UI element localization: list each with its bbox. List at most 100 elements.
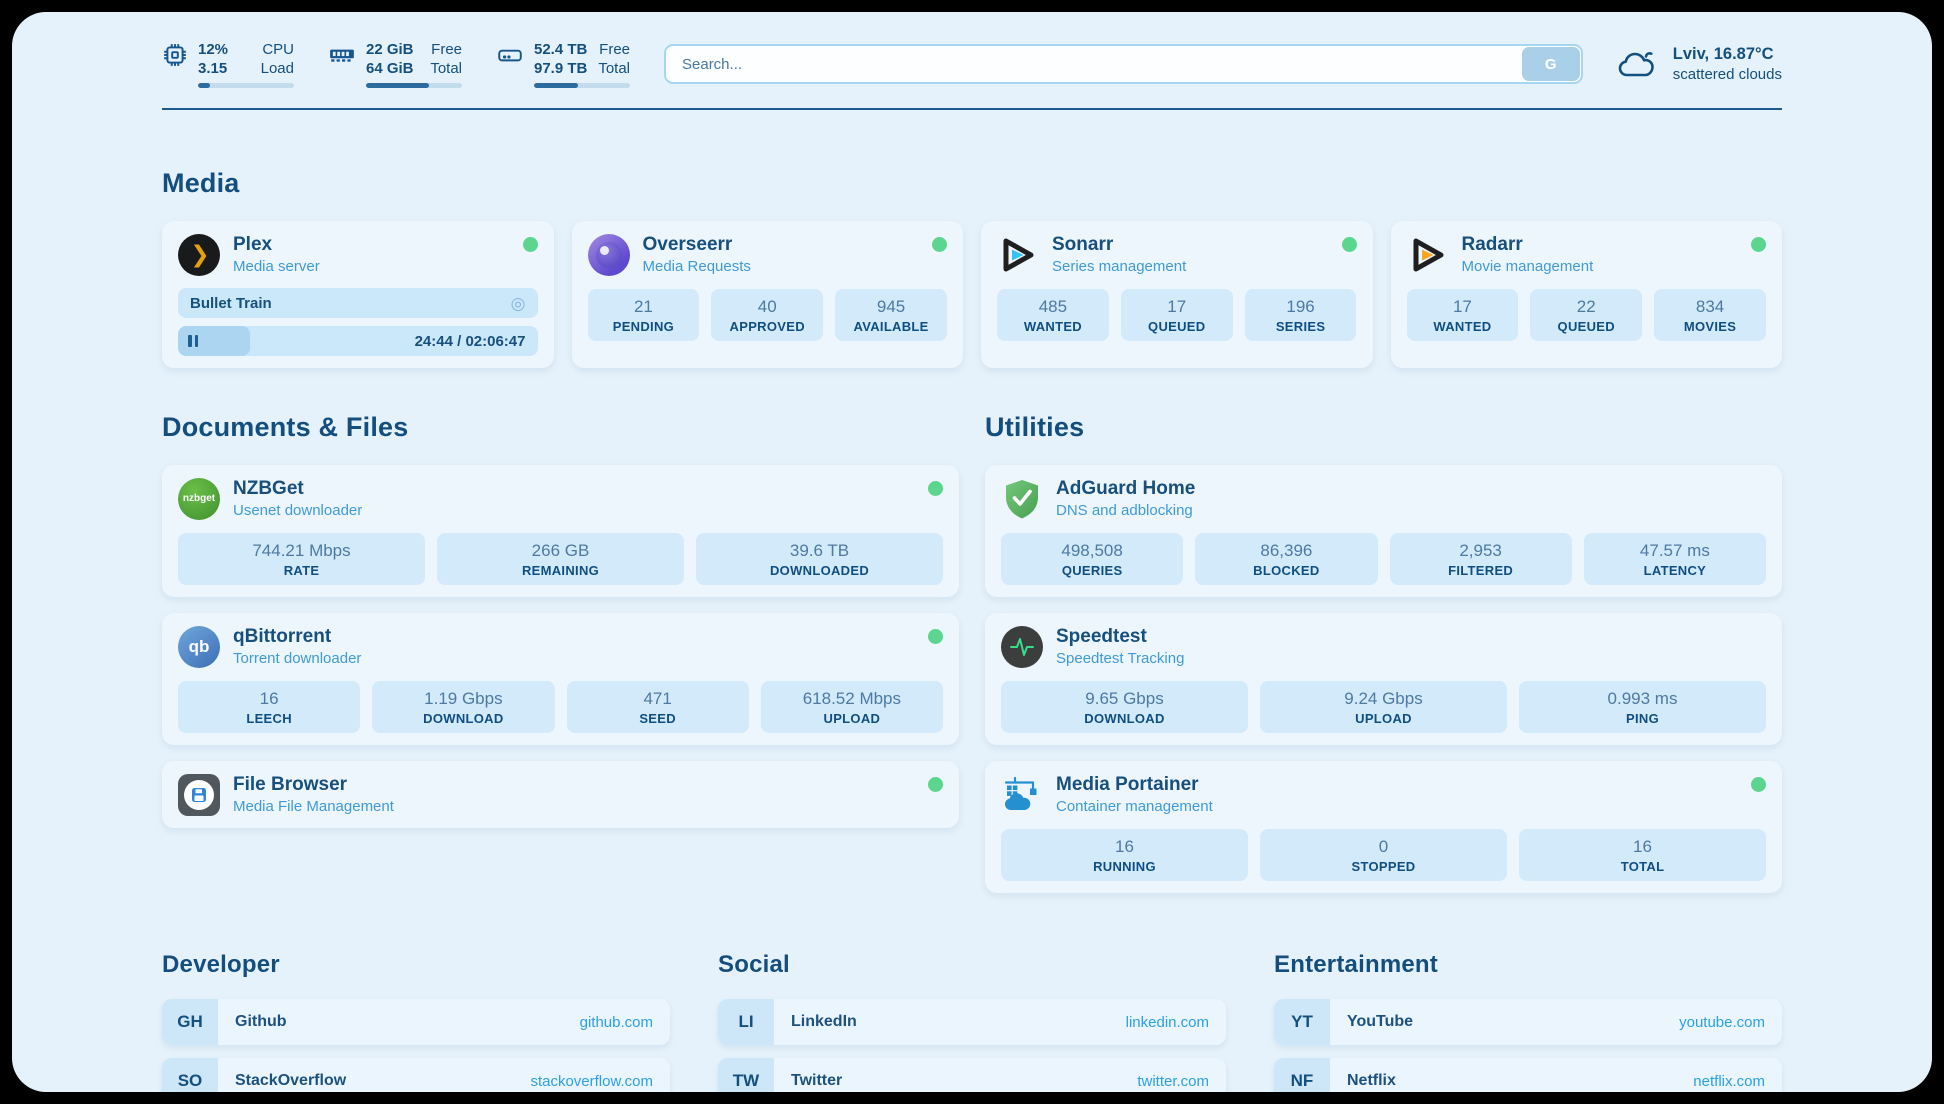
weather-condition: scattered clouds xyxy=(1672,65,1782,83)
disk-total: 97.9 TB xyxy=(534,60,588,77)
sonarr-stat-wanted: 485 WANTED xyxy=(997,289,1109,341)
plex-playback-progress[interactable]: 24:44 / 02:06:47 xyxy=(178,326,538,356)
social-section-title: Social xyxy=(718,951,790,978)
media-section-title: Media xyxy=(162,168,240,198)
cloud-icon xyxy=(1617,47,1661,81)
section-social: Social LI LinkedIn linkedin.com TW Twitt… xyxy=(718,951,1226,1092)
adguard-stat-latency: 47.57 ms LATENCY xyxy=(1583,533,1766,585)
twitter-abbr-badge: TW xyxy=(718,1058,774,1092)
link-github[interactable]: GH Github github.com xyxy=(162,999,670,1045)
ram-widget: 22 GiB Free 64 GiB Total xyxy=(328,40,462,88)
now-playing-title: Bullet Train xyxy=(190,294,272,312)
disk-free: 52.4 TB xyxy=(534,41,588,58)
section-developer: Developer GH Github github.com SO StackO… xyxy=(162,951,670,1092)
portainer-name: Media Portainer xyxy=(1056,774,1199,795)
portainer-stat-total: 16 TOTAL xyxy=(1519,829,1766,881)
cpu-label-bottom: Load xyxy=(260,60,294,77)
ram-free: 22 GiB xyxy=(366,41,414,58)
card-speedtest[interactable]: Speedtest Speedtest Tracking 9.65 Gbps D… xyxy=(985,613,1782,745)
netflix-abbr-badge: NF xyxy=(1274,1058,1330,1092)
card-portainer[interactable]: Media Portainer Container management 16 … xyxy=(985,761,1782,893)
sonarr-desc: Series management xyxy=(1052,258,1187,275)
stackoverflow-abbr-badge: SO xyxy=(162,1058,218,1092)
overseerr-stat-available: 945 AVAILABLE xyxy=(835,289,947,341)
sonarr-name: Sonarr xyxy=(1052,234,1114,255)
link-linkedin[interactable]: LI LinkedIn linkedin.com xyxy=(718,999,1226,1045)
adguard-name: AdGuard Home xyxy=(1056,478,1196,499)
cpu-widget: 12% CPU 3.15 Load xyxy=(162,40,294,88)
disk-label-bottom: Total xyxy=(598,60,630,77)
card-filebrowser[interactable]: File Browser Media File Management xyxy=(162,761,959,828)
card-adguard[interactable]: AdGuard Home DNS and adblocking 498,508 … xyxy=(985,465,1782,597)
filebrowser-name: File Browser xyxy=(233,774,348,795)
disk-progress-track xyxy=(534,83,630,88)
section-utilities: Utilities xyxy=(985,412,1782,893)
link-youtube[interactable]: YT YouTube youtube.com xyxy=(1274,999,1782,1045)
portainer-status-dot xyxy=(1751,777,1766,792)
overseerr-status-dot xyxy=(932,237,947,252)
weather-widget: Lviv, 16.87°C scattered clouds xyxy=(1617,44,1782,85)
dashboard-panel: 12% CPU 3.15 Load xyxy=(12,12,1932,1092)
developer-section-title: Developer xyxy=(162,951,280,978)
nzbget-desc: Usenet downloader xyxy=(233,502,363,519)
topbar-divider xyxy=(162,108,1782,110)
link-stackoverflow[interactable]: SO StackOverflow stackoverflow.com xyxy=(162,1058,670,1092)
sonarr-icon xyxy=(997,234,1039,276)
radarr-desc: Movie management xyxy=(1461,258,1594,275)
plex-icon: ❯ xyxy=(178,233,220,276)
linkedin-abbr-badge: LI xyxy=(718,999,774,1045)
radarr-name: Radarr xyxy=(1461,234,1523,255)
plex-chevron-glyph: ❯ xyxy=(190,241,210,267)
weather-location: Lviv, 16.87°C xyxy=(1672,44,1774,63)
plex-desc: Media server xyxy=(233,258,320,275)
nzbget-stat-rate: 744.21 Mbps RATE xyxy=(178,533,425,585)
adguard-stat-blocked: 86,396 BLOCKED xyxy=(1195,533,1378,585)
radarr-stat-movies: 834 MOVIES xyxy=(1654,289,1766,341)
documents-section-title: Documents & Files xyxy=(162,412,409,442)
ram-label-bottom: Total xyxy=(430,60,462,77)
nzbget-name: NZBGet xyxy=(233,478,304,499)
section-documents: Documents & Files nzbget NZBGet Usenet d… xyxy=(162,412,959,828)
portainer-stat-stopped: 0 STOPPED xyxy=(1260,829,1507,881)
nzbget-stat-remaining: 266 GB REMAINING xyxy=(437,533,684,585)
radarr-icon xyxy=(1407,234,1449,276)
ram-progress-track xyxy=(366,83,462,88)
plex-name: Plex xyxy=(233,234,273,255)
disk-widget: 52.4 TB Free 97.9 TB Total xyxy=(496,40,630,88)
filebrowser-icon xyxy=(178,773,220,816)
search-engine-button[interactable]: G xyxy=(1521,47,1580,81)
card-qbittorrent[interactable]: qb qBittorrent Torrent downloader 16 xyxy=(162,613,959,745)
card-plex[interactable]: ❯ Plex Media server Bullet Train ◎ xyxy=(162,221,554,368)
disk-label-top: Free xyxy=(599,41,630,58)
card-nzbget[interactable]: nzbget NZBGet Usenet downloader 744.21 M… xyxy=(162,465,959,597)
pause-icon[interactable] xyxy=(188,335,198,347)
now-playing-options-icon[interactable]: ◎ xyxy=(510,293,526,313)
search-input[interactable] xyxy=(664,44,1583,84)
disk-icon xyxy=(496,42,524,68)
cpu-progress-fill xyxy=(198,83,210,88)
utilities-section-title: Utilities xyxy=(985,412,1085,442)
nzbget-stat-downloaded: 39.6 TB DOWNLOADED xyxy=(696,533,943,585)
section-entertainment: Entertainment YT YouTube youtube.com NF … xyxy=(1274,951,1782,1092)
link-twitter[interactable]: TW Twitter twitter.com xyxy=(718,1058,1226,1092)
link-netflix[interactable]: NF Netflix netflix.com xyxy=(1274,1058,1782,1092)
speedtest-stat-ping: 0.993 ms PING xyxy=(1519,681,1766,733)
ram-label-top: Free xyxy=(431,41,462,58)
portainer-stat-running: 16 RUNNING xyxy=(1001,829,1248,881)
card-radarr[interactable]: Radarr Movie management 17 WANTED 22 QUE… xyxy=(1390,221,1782,368)
qbittorrent-stat-upload: 618.52 Mbps UPLOAD xyxy=(760,681,943,733)
card-sonarr[interactable]: Sonarr Series management 485 WANTED 17 Q… xyxy=(981,221,1373,368)
ram-total: 64 GiB xyxy=(366,60,414,77)
disk-progress-fill xyxy=(534,83,579,88)
portainer-desc: Container management xyxy=(1056,798,1213,815)
overseerr-stat-pending: 21 PENDING xyxy=(587,289,700,341)
nzbget-status-dot xyxy=(928,481,943,496)
sonarr-status-dot xyxy=(1341,237,1357,252)
cpu-icon xyxy=(162,42,188,68)
speedtest-icon xyxy=(1001,625,1043,668)
card-overseerr[interactable]: Overseerr Media Requests 21 PENDING 40 A… xyxy=(571,221,963,368)
youtube-abbr-badge: YT xyxy=(1274,999,1330,1045)
topbar: 12% CPU 3.15 Load xyxy=(162,40,1782,88)
cpu-progress-track xyxy=(198,83,294,88)
qbittorrent-name: qBittorrent xyxy=(233,626,332,647)
